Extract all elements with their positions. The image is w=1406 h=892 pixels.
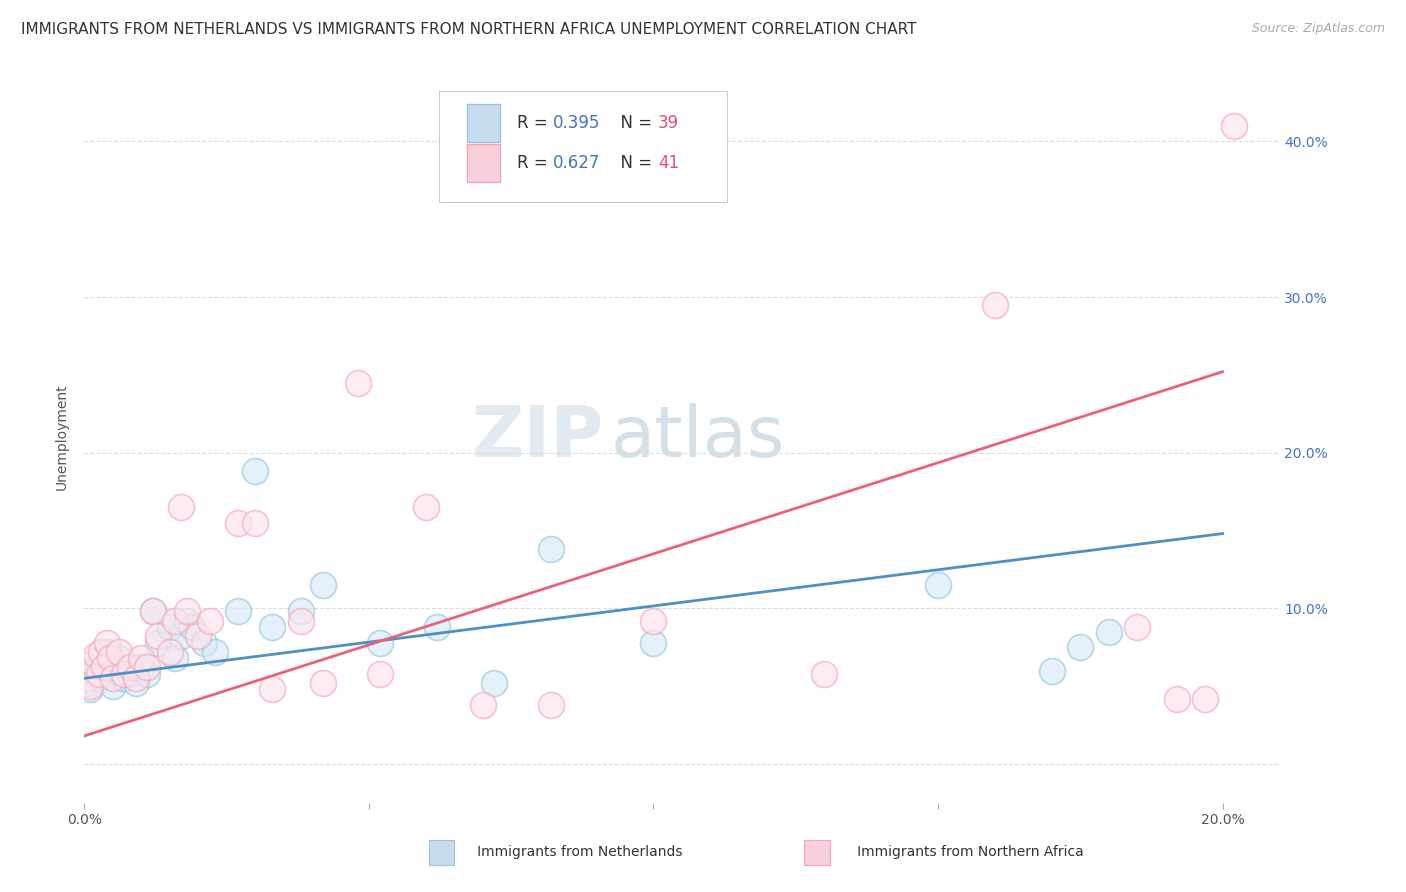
Point (226, 604, 249, 618)
Text: 0.627: 0.627 (553, 153, 600, 172)
Point (1069, 640, 1091, 655)
Point (76, 676, 98, 690)
Point (142, 604, 165, 618)
Point (107, 651, 129, 665)
Point (1194, 691, 1216, 706)
Point (471, 698, 494, 712)
Point (368, 666, 391, 681)
Point (1223, 119, 1246, 133)
Point (118, 660, 141, 674)
Point (165, 614, 187, 628)
Point (159, 620, 181, 634)
Point (124, 671, 146, 685)
Text: 41: 41 (658, 153, 679, 172)
Point (346, 376, 368, 390)
Point (1040, 664, 1063, 678)
Text: Source: ZipAtlas.com: Source: ZipAtlas.com (1251, 22, 1385, 36)
Point (643, 635, 665, 649)
Point (76, 671, 98, 685)
Point (159, 645, 181, 659)
Point (243, 516, 266, 530)
Text: ZIP: ZIP (472, 402, 605, 472)
Point (90, 645, 112, 659)
Point (1126, 620, 1149, 634)
Point (368, 635, 391, 649)
Point (176, 614, 198, 628)
Point (643, 614, 665, 628)
Point (927, 578, 949, 592)
Point (226, 516, 249, 530)
Point (193, 635, 215, 649)
Text: Immigrants from Northern Africa: Immigrants from Northern Africa (844, 845, 1084, 859)
Text: IMMIGRANTS FROM NETHERLANDS VS IMMIGRANTS FROM NORTHERN AFRICA UNEMPLOYMENT CORR: IMMIGRANTS FROM NETHERLANDS VS IMMIGRANT… (21, 22, 917, 37)
Point (101, 679, 124, 693)
Point (540, 542, 562, 557)
Point (96, 635, 118, 649)
Bar (467, 103, 501, 142)
Point (79, 679, 101, 693)
Point (312, 578, 335, 592)
Text: N =: N = (610, 153, 658, 172)
Point (187, 629, 209, 643)
Point (84, 648, 107, 662)
Point (129, 651, 152, 665)
Point (82, 656, 104, 670)
FancyBboxPatch shape (439, 91, 727, 202)
Point (96, 645, 118, 659)
Point (129, 660, 152, 674)
Point (90, 651, 112, 665)
Point (142, 604, 165, 618)
Point (112, 666, 135, 681)
Y-axis label: Unemployment: Unemployment (55, 384, 69, 491)
Point (98, 651, 121, 665)
Point (84, 660, 107, 674)
Text: N =: N = (610, 113, 658, 131)
Point (813, 666, 835, 681)
Point (290, 604, 312, 618)
Point (148, 629, 170, 643)
Point (426, 620, 449, 634)
Point (1098, 624, 1121, 639)
Point (262, 682, 284, 697)
Point (482, 676, 505, 690)
Point (170, 629, 193, 643)
Point (82, 666, 104, 681)
Point (93, 660, 115, 674)
Point (198, 614, 221, 628)
Point (136, 666, 159, 681)
Text: 39: 39 (658, 113, 679, 131)
Point (79, 682, 101, 697)
Point (101, 671, 124, 685)
Point (165, 651, 187, 665)
Point (984, 298, 1007, 312)
Point (176, 604, 198, 618)
Point (312, 676, 335, 690)
Text: atlas: atlas (610, 402, 785, 472)
Point (181, 620, 204, 634)
Point (107, 645, 129, 659)
Point (170, 500, 193, 515)
Point (112, 671, 135, 685)
Bar (467, 144, 501, 182)
Point (87, 666, 110, 681)
Point (148, 635, 170, 649)
Point (262, 620, 284, 634)
Point (243, 464, 266, 478)
Point (290, 614, 312, 628)
Text: R =: R = (517, 113, 553, 131)
Text: 0.395: 0.395 (553, 113, 600, 131)
Point (540, 698, 562, 712)
Text: R =: R = (517, 153, 553, 172)
Text: Immigrants from Netherlands: Immigrants from Netherlands (464, 845, 682, 859)
Point (1166, 691, 1188, 706)
Point (87, 671, 110, 685)
Point (93, 666, 115, 681)
Point (124, 676, 146, 690)
Point (415, 500, 437, 515)
Point (98, 660, 121, 674)
Point (118, 666, 141, 681)
Point (136, 660, 159, 674)
Point (204, 645, 226, 659)
